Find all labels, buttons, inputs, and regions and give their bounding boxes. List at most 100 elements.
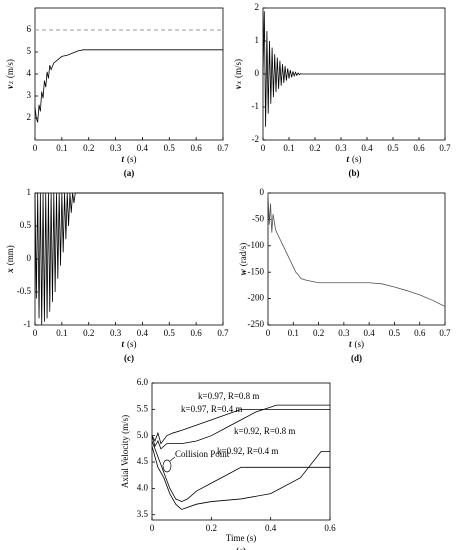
y-tick-label: 0 [260,187,265,197]
annotation-leader [169,456,176,462]
x-tick-label: 0.7 [439,143,451,153]
y-tick-label: -150 [248,266,265,276]
y-tick-label: 5.5 [137,403,149,413]
x-tick-label: 0 [33,143,38,153]
y-tick-label: 4.0 [137,482,149,492]
label-symbol: w [238,268,248,275]
data-line [262,11,445,127]
x-tick-label: 0.3 [110,328,122,338]
x-tick-label: 0.2 [83,328,94,338]
label-symbol: t [346,154,349,164]
y-tick-label: -50 [252,213,264,223]
x-tick-label: 0 [150,523,155,533]
x-axis-label: t (s) [349,339,364,349]
label-unit: (s) [352,154,362,164]
series-label: k=0.92, R=0.4 m [217,446,278,456]
x-tick-label: 0 [33,328,38,338]
y-tick-label: 1 [255,35,260,45]
panel-label: (b) [349,168,360,178]
y-tick-label: -0.5 [17,286,32,296]
x-tick-label: 0.4 [265,523,277,533]
x-axis-label: t (s) [121,154,136,164]
x-tick-label: 0.3 [335,143,347,153]
x-tick-label: 0.2 [309,143,320,153]
y-tick-label: 1 [27,187,32,197]
data-line [151,446,330,510]
label-subscript: z [7,81,15,85]
panel-label: (c) [124,353,134,363]
x-tick-label: 0.1 [288,328,299,338]
axes-frame [34,192,224,326]
y-tick-label: 0.5 [20,220,32,230]
x-tick-label: 0.6 [413,143,425,153]
x-tick-label: 0.6 [191,328,203,338]
data-line [151,440,330,502]
y-tick-label: 4 [27,68,32,78]
x-tick-label: 0.1 [56,328,67,338]
label-unit: (m/s) [5,59,15,78]
y-tick-label: -200 [248,293,265,303]
series-label: k=0.92, R=0.8 m [234,426,295,436]
y-tick-label: 3.5 [137,509,149,519]
x-tick-label: 0.3 [110,143,122,153]
label-symbol: v [233,84,243,89]
label-symbol: v [5,84,15,89]
series-label: k=0.97, R=0.8 m [198,391,259,401]
label-symbol: x [5,268,15,274]
x-axis-label: Time (s) [226,533,256,543]
x-tick-label: 0.6 [324,523,336,533]
x-tick-label: 0.3 [338,328,350,338]
x-axis-label: t (s) [121,339,136,349]
label-unit: (s) [127,339,137,349]
panel-label: (e) [236,546,246,550]
x-tick-label: 0.5 [389,328,401,338]
x-tick-label: 0.6 [191,143,203,153]
label-unit: (s) [127,154,137,164]
label-unit: (mm) [5,245,15,265]
x-tick-label: 0.5 [164,328,176,338]
data-line [267,192,446,307]
y-tick-label: 2 [27,112,32,122]
y-tick-label: 5.0 [137,430,149,440]
panel: 0 0.1 0.2 0.3 0.4 0.5 0.6 0.7 -1 -0.5 0 0.5 1 t (s) x (m… [5,187,229,363]
x-tick-label: 0.5 [387,143,399,153]
label-symbol: t [121,154,124,164]
axes-frame [34,7,224,141]
y-axis-label: Axial Velocity (m/s) [120,415,130,488]
x-tick-label: 0.4 [364,328,376,338]
label-unit: (m/s) [233,59,243,78]
x-tick-label: 0.5 [164,143,176,153]
series-label: k=0.97, R=0.4 m [181,404,242,414]
y-tick-label: -250 [248,319,265,329]
y-tick-label: 4.5 [137,456,149,466]
label-unit: (s) [355,339,365,349]
y-tick-label: 0 [27,253,32,263]
x-tick-label: 0.2 [313,328,324,338]
y-tick-label: -1 [252,101,260,111]
panel: 0 0.1 0.2 0.3 0.4 0.5 0.6 0.7 -250 -200 -150 -100 -5… [238,187,451,363]
axes-frame [267,192,446,326]
x-tick-label: 0.4 [137,328,149,338]
x-tick-label: 0.7 [217,328,229,338]
y-axis-label: vx (m/s) [233,59,243,89]
y-tick-label: -2 [252,134,260,144]
data-line [151,408,330,445]
label-unit: (rad/s) [238,243,248,267]
x-tick-label: 0.7 [439,328,451,338]
panel-label: (d) [351,353,362,363]
x-tick-label: 0.2 [206,523,217,533]
y-tick-label: 5 [27,46,32,56]
x-axis-label: t (s) [346,154,361,164]
y-tick-label: 3 [27,90,32,100]
x-tick-label: 0 [266,328,271,338]
label-symbol: t [121,339,124,349]
y-tick-label: 6 [27,24,32,34]
data-line [151,404,330,450]
y-tick-label: 0 [255,68,260,78]
y-axis-label: w(rad/s) [238,243,248,276]
x-tick-label: 0.1 [56,143,67,153]
panel-label: (a) [124,168,135,178]
x-tick-label: 0 [261,143,266,153]
x-tick-label: 0.1 [283,143,294,153]
y-tick-label: 6.0 [137,377,149,387]
